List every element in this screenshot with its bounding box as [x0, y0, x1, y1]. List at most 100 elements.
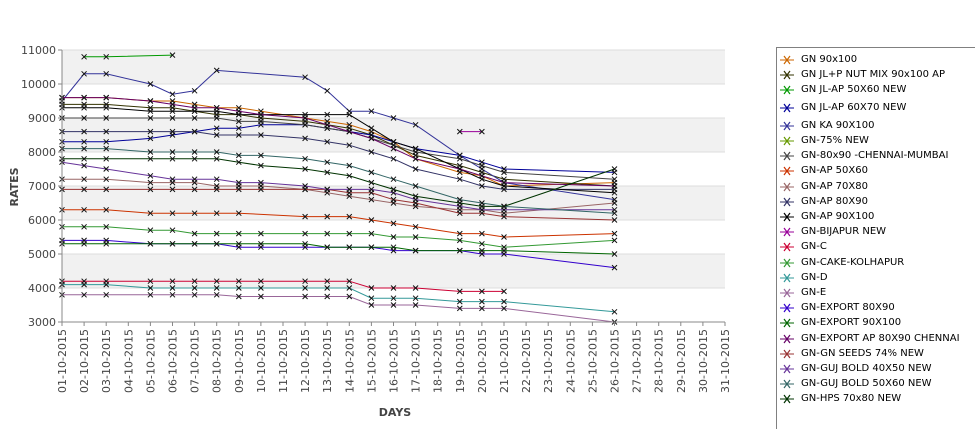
data-point	[611, 264, 618, 271]
data-point	[258, 152, 264, 159]
data-point	[302, 115, 308, 121]
data-point	[235, 210, 242, 217]
data-point	[324, 159, 331, 166]
data-point	[456, 298, 463, 305]
data-point	[81, 291, 87, 298]
x-tick-label: 23-10-2015	[542, 329, 555, 393]
data-point	[390, 244, 397, 251]
x-tick-label: 29-10-2015	[675, 329, 688, 393]
data-point	[169, 101, 176, 108]
data-point	[147, 172, 154, 179]
data-point	[611, 217, 618, 223]
data-point	[81, 128, 87, 135]
data-point	[213, 291, 220, 298]
data-point	[456, 305, 463, 312]
data-point	[213, 155, 220, 162]
data-point	[412, 155, 419, 162]
data-point	[324, 121, 331, 128]
series-line	[62, 280, 504, 292]
data-point	[479, 288, 485, 295]
data-point	[235, 118, 242, 125]
data-point	[346, 162, 353, 169]
x-tick-label: 10-10-2015	[255, 329, 268, 393]
x-tick-label: 17-10-2015	[410, 329, 423, 393]
legend-marker-icon	[780, 151, 794, 161]
plot-background	[62, 50, 725, 322]
data-point	[412, 302, 419, 308]
x-tick-label: 13-10-2015	[321, 329, 334, 393]
data-point	[501, 305, 507, 312]
series-line	[62, 209, 615, 238]
legend-label: GN-EXPORT 80X90	[801, 302, 895, 314]
data-point	[103, 145, 110, 152]
data-point	[235, 132, 242, 138]
data-point	[346, 172, 353, 179]
data-point	[235, 152, 242, 159]
data-point	[258, 179, 264, 186]
data-point	[611, 183, 618, 189]
plot-band	[62, 254, 725, 288]
data-point	[191, 230, 198, 237]
data-point	[390, 196, 397, 203]
data-point	[258, 240, 264, 247]
data-point	[479, 183, 485, 189]
legend-marker-icon	[780, 349, 794, 359]
series-18	[59, 94, 618, 189]
data-point	[258, 285, 264, 291]
data-point	[368, 108, 375, 115]
legend-marker-icon	[780, 379, 794, 389]
series-7	[59, 206, 618, 240]
data-point	[479, 240, 485, 247]
data-point	[235, 159, 242, 166]
data-point	[412, 193, 419, 200]
data-point	[390, 295, 397, 302]
legend-label: GN-75% NEW	[801, 135, 869, 146]
data-point	[346, 186, 353, 193]
x-tick-label: 07-10-2015	[189, 329, 202, 393]
data-point	[213, 104, 220, 111]
x-tick-label: 24-10-2015	[564, 329, 577, 393]
data-point	[302, 166, 308, 172]
data-point	[103, 291, 110, 298]
data-point	[147, 285, 154, 291]
data-point	[213, 67, 220, 74]
data-point	[302, 293, 308, 300]
legend-marker-icon	[780, 121, 794, 131]
plot-band	[62, 152, 725, 186]
x-tick-label: 31-10-2015	[719, 329, 732, 393]
data-point	[456, 155, 463, 162]
data-point	[235, 293, 242, 300]
data-point	[169, 176, 176, 183]
data-point	[479, 230, 485, 237]
legend-label: GN-EXPORT 90X100	[801, 317, 902, 329]
data-point	[346, 111, 353, 118]
data-point	[81, 70, 87, 77]
legend: GN 90x100 GN JL+P NUT MIX 90x100 AP GN JL-…	[776, 47, 975, 429]
series-11	[456, 128, 485, 135]
data-point	[390, 234, 397, 240]
data-point	[213, 186, 220, 193]
data-point	[501, 247, 507, 254]
data-point	[368, 186, 375, 193]
data-point	[324, 138, 331, 145]
data-point	[81, 162, 87, 169]
data-point	[81, 240, 87, 247]
data-point	[324, 111, 331, 118]
data-point	[169, 128, 176, 135]
legend-label: GN-GUJ BOLD 50X60 NEW	[801, 378, 932, 390]
x-tick-label: 14-10-2015	[343, 329, 356, 393]
data-point	[456, 200, 463, 206]
legend-marker-icon	[780, 103, 794, 113]
data-point	[258, 132, 264, 138]
y-tick-label: 6000	[28, 214, 56, 227]
data-point	[191, 155, 198, 162]
series-2	[81, 52, 176, 60]
data-point	[324, 278, 331, 285]
data-point	[235, 278, 242, 285]
legend-label: GN-GUJ BOLD 40X50 NEW	[801, 363, 932, 374]
legend-marker-icon	[780, 212, 794, 222]
y-tick-label: 3000	[28, 316, 56, 329]
data-point	[456, 247, 463, 254]
legend-label: GN-AP 90X100	[801, 211, 875, 222]
data-point	[479, 298, 485, 305]
